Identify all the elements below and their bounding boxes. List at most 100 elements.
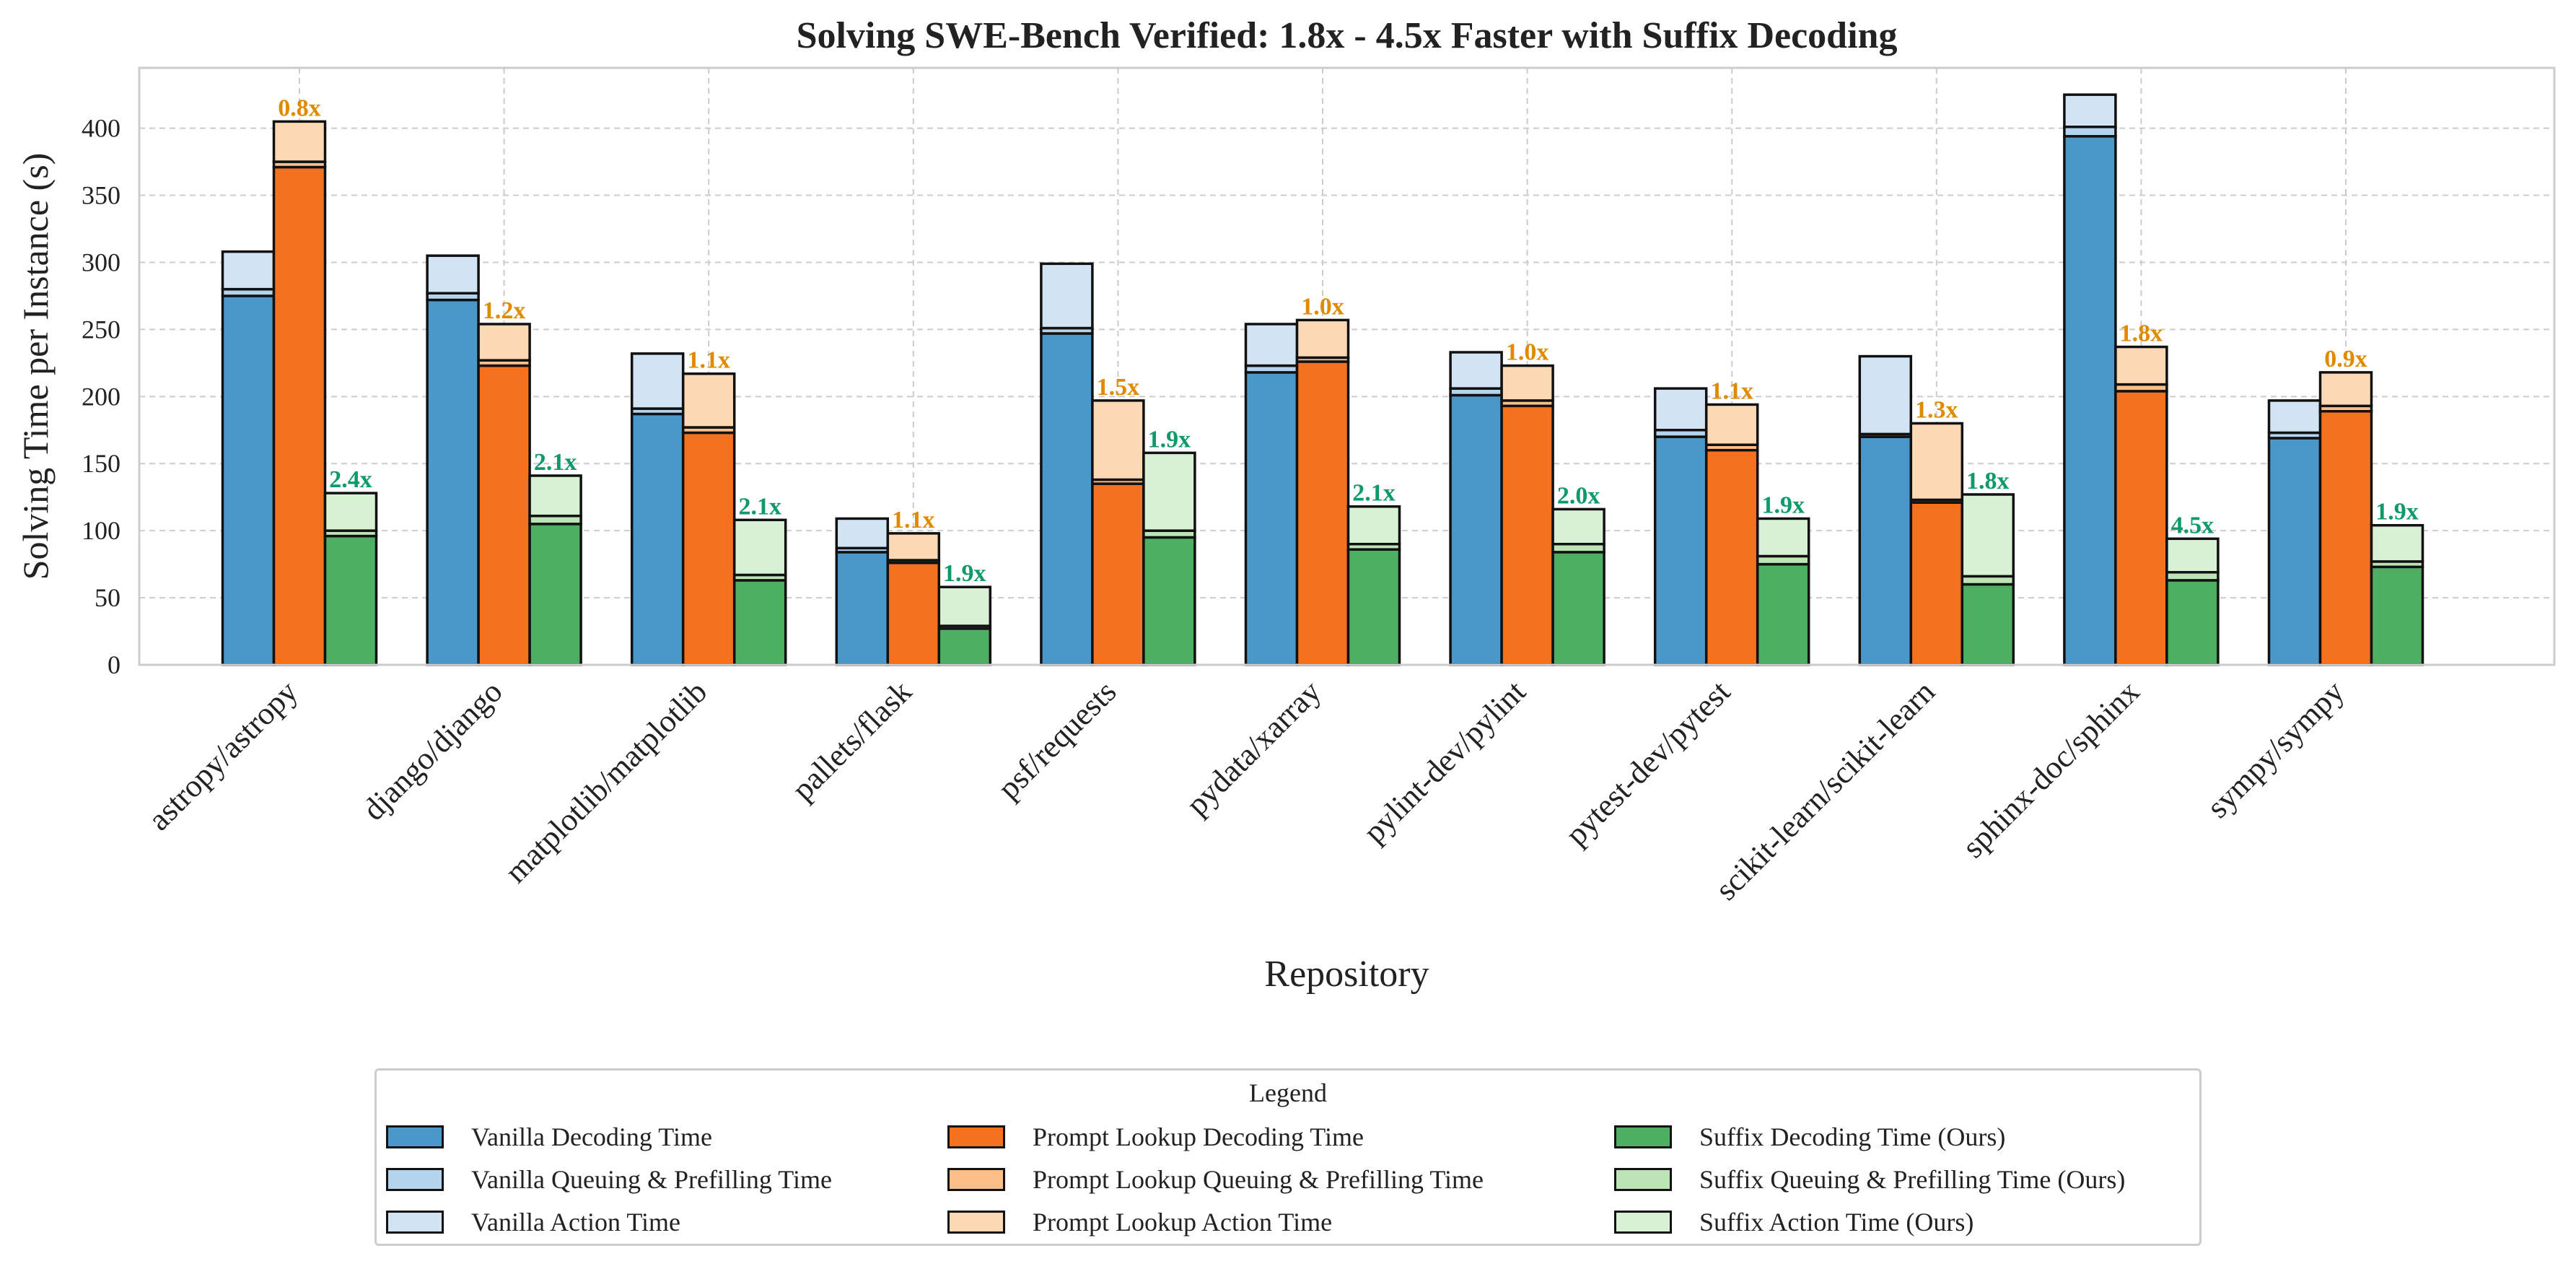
legend-label: Vanilla Decoding Time	[471, 1122, 712, 1151]
legend-item: Suffix Action Time (Ours)	[1614, 1203, 1973, 1241]
bar-segment	[1551, 551, 1605, 666]
speedup-label: 1.1x	[687, 347, 730, 374]
bar-segment	[1091, 399, 1145, 481]
x-tick-label: matplotlib/matplotlib	[498, 673, 714, 889]
speedup-label: 2.1x	[738, 493, 781, 520]
bar-segment	[323, 534, 378, 666]
bar-segment	[630, 352, 685, 410]
bar-segment	[681, 431, 736, 666]
speedup-label: 2.1x	[534, 449, 577, 476]
legend-item: Prompt Lookup Queuing & Prefilling Time	[947, 1161, 1484, 1198]
plot-border	[138, 66, 2556, 666]
speedup-label: 1.0x	[1506, 339, 1549, 366]
speedup-label: 1.2x	[483, 297, 526, 324]
bar-segment	[2267, 437, 2322, 666]
legend-swatch	[947, 1168, 1005, 1191]
y-tick-label: 150	[82, 449, 121, 478]
speedup-label: 1.1x	[1710, 378, 1753, 404]
bar-segment	[1091, 482, 1145, 666]
bar-segment	[2114, 390, 2168, 666]
y-tick-label: 400	[82, 114, 121, 143]
bar-segment	[1346, 548, 1401, 666]
speedup-label: 1.8x	[2120, 320, 2163, 347]
bar-segment	[1653, 435, 1708, 666]
bar-segment	[1346, 505, 1401, 546]
x-axis-label: Repository	[1264, 954, 1429, 995]
x-tick-label: pylint-dev/pylint	[1357, 673, 1533, 850]
bar-segment	[1040, 332, 1094, 666]
bar-segment	[2063, 93, 2117, 128]
speedup-label: 4.5x	[2171, 512, 2214, 538]
legend-swatch	[386, 1211, 444, 1234]
speedup-label: 1.0x	[1301, 293, 1344, 320]
bar-segment	[1909, 422, 1964, 502]
y-tick-label: 0	[108, 650, 121, 679]
bar-segment	[1909, 501, 1964, 666]
bar-segment	[732, 518, 787, 577]
bar-segment	[886, 532, 941, 562]
bar-segment	[528, 474, 582, 518]
bar-segment	[1653, 387, 1708, 432]
speedup-label: 2.1x	[1352, 480, 1396, 507]
bar-segment	[1142, 536, 1196, 666]
x-tick-label: django/django	[356, 673, 509, 827]
chart-title: Solving SWE-Bench Verified: 1.8x - 4.5x …	[797, 15, 1898, 56]
bar-segment	[835, 551, 890, 666]
legend-label: Suffix Decoding Time (Ours)	[1699, 1122, 2006, 1151]
bar-segment	[323, 492, 378, 532]
bar-segment	[681, 372, 736, 429]
speedup-label: 2.0x	[1557, 482, 1600, 509]
bar-segment	[272, 120, 327, 163]
bar-segment	[1858, 354, 1913, 436]
legend-swatch	[1614, 1125, 1672, 1148]
legend-swatch	[386, 1168, 444, 1191]
x-tick-label: astropy/astropy	[141, 673, 305, 837]
bar-segment	[2370, 565, 2424, 666]
bar-segment	[1142, 451, 1196, 532]
speedup-label: 1.9x	[1761, 492, 1805, 518]
bar-segment	[1704, 403, 1759, 446]
legend-label: Suffix Queuing & Prefilling Time (Ours)	[1699, 1165, 2126, 1194]
legend-item: Suffix Decoding Time (Ours)	[1614, 1118, 2005, 1156]
legend-title: Legend	[1249, 1078, 1327, 1107]
chart-legend: Legend Vanilla Decoding Time Vanilla Que…	[374, 1068, 2202, 1246]
bar-segment	[1040, 262, 1094, 330]
y-tick-label: 300	[82, 248, 121, 276]
legend-item: Vanilla Queuing & Prefilling Time	[386, 1161, 832, 1198]
bar-segment	[1756, 517, 1810, 558]
legend-swatch	[947, 1211, 1005, 1234]
bar-segment	[1961, 583, 2015, 666]
bar-segment	[1449, 393, 1503, 666]
legend-label: Prompt Lookup Decoding Time	[1033, 1122, 1364, 1151]
x-tick-label: sympy/sympy	[2200, 673, 2351, 824]
legend-label: Vanilla Queuing & Prefilling Time	[471, 1165, 832, 1194]
speedup-label: 1.9x	[1148, 426, 1191, 453]
bar-segment	[426, 254, 480, 295]
legend-label: Prompt Lookup Queuing & Prefilling Time	[1033, 1165, 1484, 1194]
legend-swatch	[1614, 1168, 1672, 1191]
bar-segment	[835, 517, 890, 550]
bar-segment	[937, 585, 992, 627]
legend-label: Vanilla Action Time	[471, 1208, 681, 1237]
bar-segment	[2370, 523, 2424, 563]
legend-label: Prompt Lookup Action Time	[1033, 1208, 1333, 1237]
bar-segment	[2063, 126, 2117, 138]
bar-segment	[221, 295, 276, 666]
bar-segment	[477, 323, 531, 362]
bar-segment	[2063, 135, 2117, 666]
bar-segment	[1449, 351, 1503, 390]
bar-segment	[2318, 410, 2373, 666]
speedup-label: 2.4x	[329, 466, 372, 493]
bar-segment	[2165, 537, 2220, 574]
bar-segment	[1756, 562, 1810, 666]
bar-segment	[1295, 360, 1350, 666]
bar-segment	[426, 298, 480, 666]
speedup-label: 1.8x	[1966, 468, 2010, 494]
bar-segment	[1961, 493, 2015, 578]
bar-segment	[477, 364, 531, 666]
bar-segment	[630, 412, 685, 666]
bar-segment	[1704, 448, 1759, 666]
x-tick-label: scikit-learn/scikit-learn	[1709, 673, 1942, 907]
bar-segment	[1858, 435, 1913, 666]
